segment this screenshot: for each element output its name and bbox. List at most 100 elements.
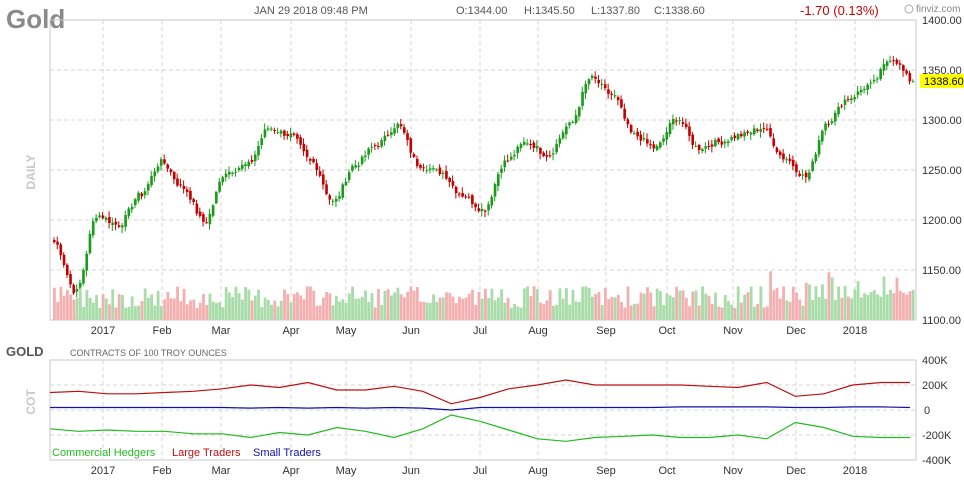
volume-bar	[260, 307, 264, 320]
volume-bar	[642, 293, 646, 320]
cot-y-axis: 400K 200K 0 -200K -400K	[922, 355, 952, 467]
candle-body	[795, 164, 798, 173]
candle-body	[697, 144, 701, 150]
candle-body	[620, 99, 623, 108]
volume-bar	[270, 304, 273, 320]
candle-body	[594, 76, 597, 79]
volume-bar	[895, 277, 899, 320]
volume-bar	[166, 292, 170, 320]
volume-bar	[574, 301, 578, 320]
volume-bar	[733, 307, 737, 320]
price-x-tick: Dec	[786, 325, 806, 337]
volume-bar	[338, 301, 342, 320]
candle-body	[830, 121, 834, 124]
volume-bar	[830, 277, 834, 320]
volume-bar	[762, 307, 766, 320]
volume-bar	[72, 299, 76, 320]
candle-body	[804, 172, 808, 178]
volume-bar	[814, 285, 818, 320]
candle-body	[471, 195, 474, 205]
price-x-tick: Sep	[596, 325, 616, 337]
candle-body	[798, 173, 801, 176]
candle-body	[422, 167, 426, 169]
candle-body	[684, 123, 688, 128]
candle-body	[292, 133, 296, 135]
candle-body	[383, 135, 387, 142]
candle-body	[769, 127, 772, 137]
volume-bar	[386, 289, 390, 320]
volume-bar	[422, 301, 426, 320]
volume-bar	[257, 289, 260, 320]
volume-bar	[548, 290, 552, 320]
candle-body	[367, 148, 370, 155]
volume-bar	[827, 272, 831, 320]
volume-bar	[701, 286, 704, 320]
candle-body	[65, 264, 69, 276]
volume-bar	[558, 288, 562, 320]
candle-body	[458, 193, 461, 195]
candle-body	[474, 203, 477, 208]
volume-bar	[247, 289, 251, 320]
volume-bar	[801, 305, 805, 320]
volume-bar	[108, 304, 111, 320]
candle-body	[775, 147, 779, 152]
candle-body	[905, 70, 908, 74]
candle-body	[182, 185, 186, 190]
cot-x-tick: Aug	[528, 465, 548, 477]
volume-bar	[542, 304, 546, 320]
volume-bar	[678, 290, 682, 320]
candle-body	[603, 84, 607, 89]
volume-bar	[529, 296, 533, 320]
volume-bar	[577, 301, 581, 320]
price-x-tick: Jun	[402, 325, 420, 337]
finviz-logo[interactable]: finviz.com	[904, 4, 960, 15]
candle-body	[299, 137, 302, 145]
candle-body	[542, 152, 545, 157]
candle-body	[704, 146, 708, 149]
volume-bar	[876, 294, 879, 320]
candle-body	[364, 155, 367, 158]
candle-body	[159, 159, 163, 166]
volume-bar	[59, 286, 63, 320]
volume-bar	[88, 297, 92, 320]
candle-body	[717, 138, 720, 142]
volume-bar	[95, 295, 98, 320]
candle-body	[743, 132, 746, 137]
volume-bar	[185, 304, 189, 320]
volume-bar	[843, 285, 847, 320]
volume-bar	[610, 296, 614, 320]
cot-x-tick: Dec	[786, 465, 806, 477]
candle-body	[415, 158, 419, 166]
volume-bars	[53, 271, 915, 320]
volume-bar	[111, 289, 115, 320]
volume-bar	[526, 286, 529, 320]
volume-bar	[568, 304, 572, 320]
candle-body	[419, 164, 422, 168]
candle-body	[156, 166, 160, 172]
candle-body	[539, 147, 542, 154]
candlesticks	[53, 55, 915, 298]
candle-body	[59, 244, 63, 256]
volume-bar	[710, 303, 714, 320]
volume-bar	[898, 290, 902, 320]
candle-body	[441, 172, 445, 174]
candle-body	[53, 240, 56, 243]
volume-bar	[665, 293, 669, 320]
candle-body	[843, 99, 847, 106]
volume-bar	[513, 303, 517, 320]
volume-bar	[671, 297, 675, 320]
candle-body	[448, 177, 451, 182]
candle-body	[788, 158, 792, 162]
candle-body	[95, 217, 98, 222]
volume-bar	[451, 296, 455, 320]
volume-bar	[804, 282, 808, 320]
candle-body	[840, 105, 844, 107]
volume-bar	[305, 286, 309, 320]
last-price-value: 1338.60	[924, 76, 964, 88]
candle-body	[237, 167, 241, 171]
volume-bar	[124, 307, 128, 320]
candle-body	[646, 139, 649, 144]
candle-body	[305, 149, 309, 157]
volume-bar	[840, 297, 844, 320]
cot-x-axis: 2017 Feb Mar Apr May Jun Jul Aug Sep Oct Nov Dec 201…	[91, 465, 867, 477]
